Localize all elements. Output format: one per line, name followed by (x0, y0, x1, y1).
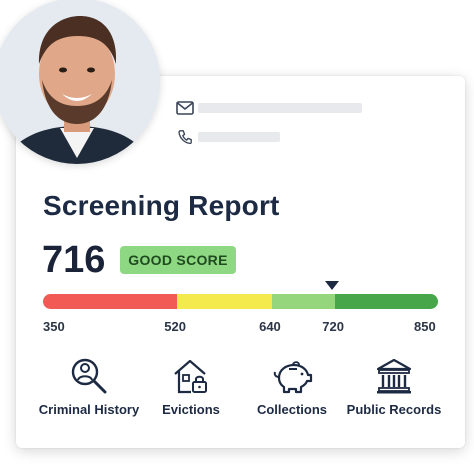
category-label: Criminal History (38, 402, 140, 417)
gauge-segment (335, 294, 438, 309)
gauge-tick-label: 720 (322, 319, 344, 334)
credit-score-value: 716 (42, 239, 106, 281)
contact-email-row (176, 100, 376, 116)
gauge-tick-label: 520 (164, 319, 186, 334)
category-evictions[interactable]: Evictions (131, 356, 251, 417)
magnifier-person-icon (29, 356, 149, 396)
gauge-segment (43, 294, 178, 309)
category-collections[interactable]: Collections (232, 356, 352, 417)
gauge-tick-label: 640 (259, 319, 281, 334)
category-label: Collections (256, 402, 328, 417)
courthouse-icon (334, 356, 454, 396)
report-title: Screening Report (43, 190, 280, 221)
gauge-segment (177, 294, 273, 309)
score-pointer-icon (325, 281, 340, 290)
contact-phone-row (176, 129, 376, 145)
email-placeholder (198, 103, 362, 113)
piggy-bank-icon (232, 356, 352, 396)
envelope-icon (176, 101, 194, 115)
category-label: Public Records (346, 402, 442, 417)
category-public-records[interactable]: Public Records (334, 356, 454, 417)
person-photo (0, 0, 160, 164)
category-label: Evictions (162, 402, 220, 417)
house-lock-icon (131, 356, 251, 396)
score-rating-badge: GOOD SCORE (120, 246, 236, 274)
gauge-tick-label: 850 (414, 319, 436, 334)
score-gauge (43, 294, 438, 309)
category-criminal-history[interactable]: Criminal History (29, 356, 149, 417)
avatar (0, 0, 160, 164)
gauge-segment (272, 294, 336, 309)
gauge-tick-label: 350 (43, 319, 65, 334)
phone-icon (178, 130, 192, 145)
phone-placeholder (198, 132, 280, 142)
